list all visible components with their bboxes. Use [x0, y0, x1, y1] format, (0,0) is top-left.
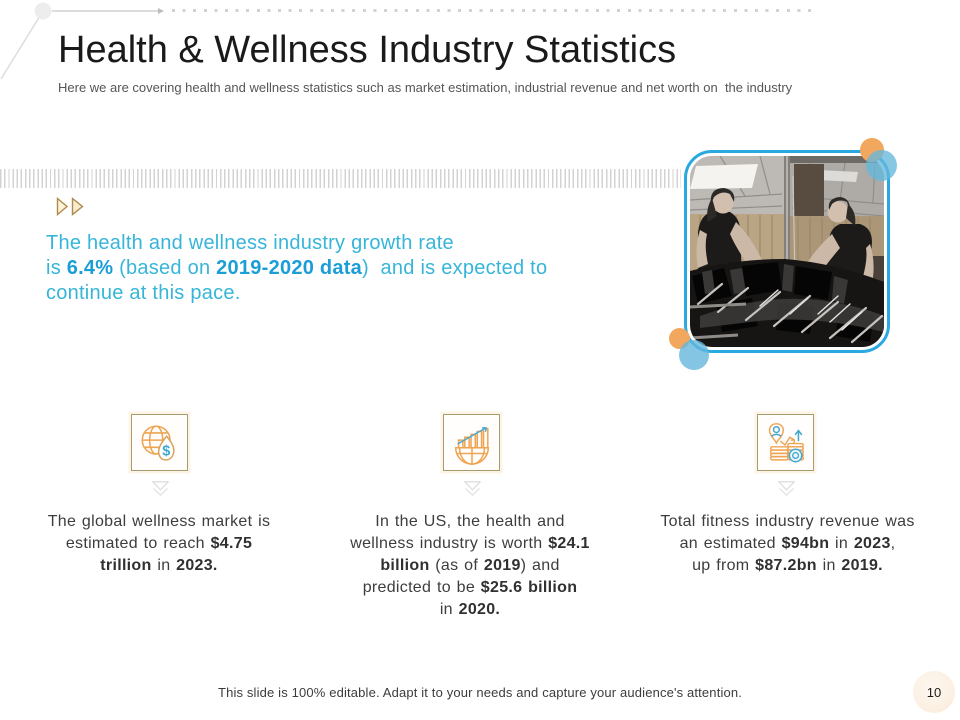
svg-text:$: $	[162, 443, 170, 459]
